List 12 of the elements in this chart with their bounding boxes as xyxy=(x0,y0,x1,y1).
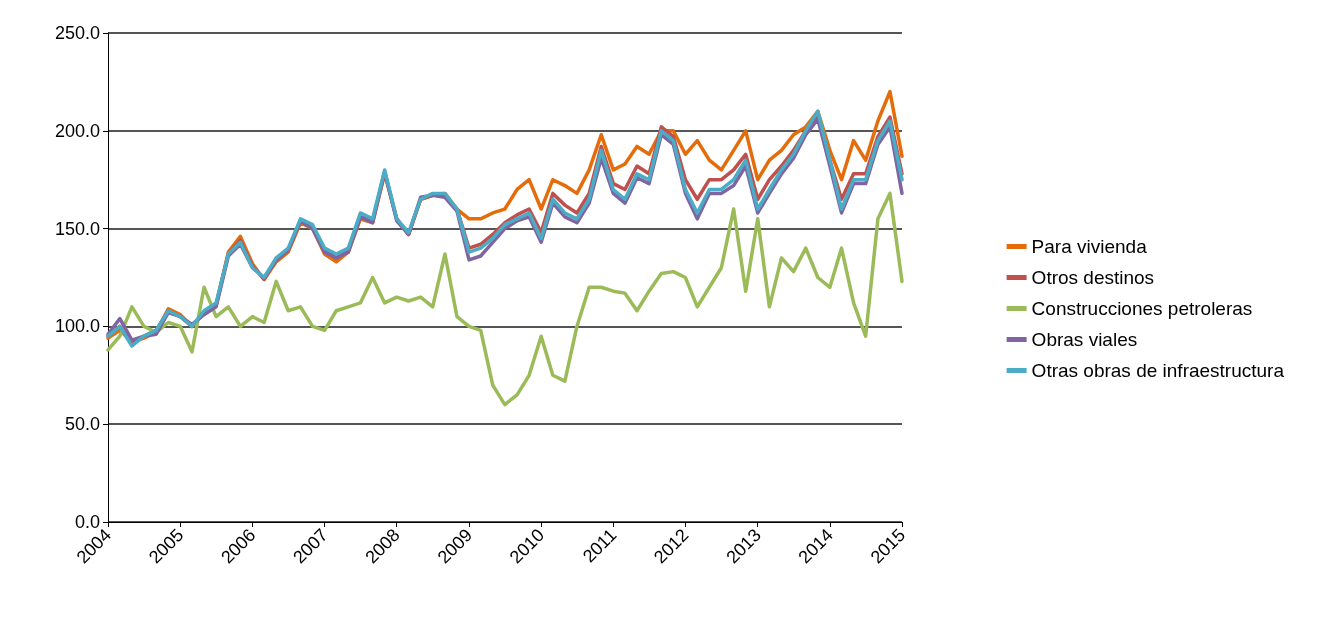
line-series xyxy=(106,191,904,407)
legend-label: Otras obras de infraestructura xyxy=(1031,360,1285,381)
y-tick-label: 200.0 xyxy=(54,120,100,141)
y-tick-label: 100.0 xyxy=(54,316,100,337)
legend-label: Obras viales xyxy=(1031,329,1138,350)
legend-label: Construcciones petroleras xyxy=(1031,298,1253,319)
y-tick-label: 50.0 xyxy=(64,414,100,435)
y-tick-label: 0.0 xyxy=(74,512,100,532)
y-tick-label: 250.0 xyxy=(54,23,100,43)
legend-label: Para vivienda xyxy=(1031,236,1148,257)
y-tick-label: 150.0 xyxy=(54,218,100,239)
legend-label: Otros destinos xyxy=(1031,267,1155,288)
